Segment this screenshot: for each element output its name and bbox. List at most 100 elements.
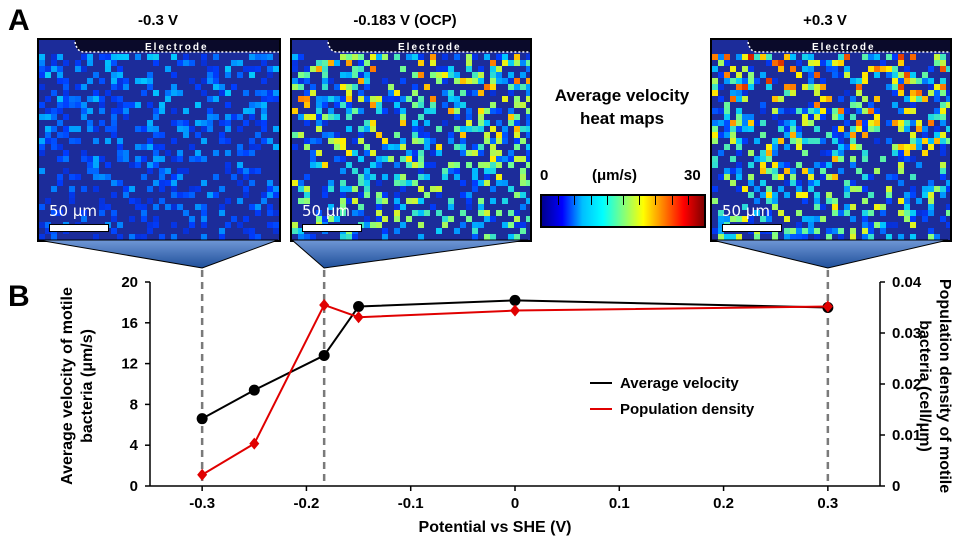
heatmap-cell	[514, 126, 520, 132]
heatmap-cell	[448, 216, 454, 222]
heatmap-cell	[340, 198, 346, 204]
heatmap-cell	[814, 72, 820, 78]
heatmap-cell	[267, 222, 273, 228]
heatmap-cell	[123, 156, 129, 162]
heatmap-cell	[243, 228, 249, 234]
heatmap-cell	[394, 216, 400, 222]
heatmap-cell	[213, 72, 219, 78]
scale-bar-label: 50 μm	[302, 202, 351, 220]
heatmap-cell	[826, 228, 832, 234]
heatmap-cell	[382, 198, 388, 204]
heatmap-cell	[117, 222, 123, 228]
heatmap-cell	[249, 150, 255, 156]
heatmap-cell	[436, 210, 442, 216]
heatmap-cell	[832, 138, 838, 144]
heatmap-cell	[832, 114, 838, 120]
heatmap-cell	[910, 192, 916, 198]
heatmap-cell	[772, 174, 778, 180]
heatmap-cell	[796, 144, 802, 150]
heatmap-cell	[39, 204, 45, 210]
heatmap-cell	[147, 168, 153, 174]
heatmap-cell	[466, 204, 472, 210]
heatmap-cell	[237, 114, 243, 120]
heatmap-cell	[820, 114, 826, 120]
heatmap-cell	[147, 228, 153, 234]
heatmap-cell	[502, 54, 508, 60]
heatmap-cell	[322, 114, 328, 120]
heatmap-cell	[93, 186, 99, 192]
heatmap-cell	[724, 168, 730, 174]
heatmap-cell	[249, 108, 255, 114]
heatmap-cell	[430, 96, 436, 102]
heatmap-cell	[808, 174, 814, 180]
heatmap-cell	[376, 156, 382, 162]
heatmap-cell	[340, 96, 346, 102]
heatmap-cell	[910, 186, 916, 192]
heatmap-cell	[898, 150, 904, 156]
heatmap-cell	[478, 162, 484, 168]
colorbar-tick	[623, 196, 624, 205]
heatmap-cell	[340, 144, 346, 150]
heatmap-cell	[69, 174, 75, 180]
heatmap-cell	[460, 138, 466, 144]
heatmap-cell	[916, 162, 922, 168]
heatmap-cell	[730, 90, 736, 96]
heatmap-cell	[129, 162, 135, 168]
heatmap-cell	[267, 210, 273, 216]
heatmap-cell	[484, 168, 490, 174]
heatmap-cell	[442, 72, 448, 78]
heatmap-cell	[346, 54, 352, 60]
heatmap-cell	[934, 114, 940, 120]
heatmap-cell	[39, 234, 45, 240]
heatmap-cell	[328, 96, 334, 102]
heatmap-cell	[364, 60, 370, 66]
heatmap-cell	[766, 150, 772, 156]
heatmap-cell	[249, 72, 255, 78]
heatmap-cell	[466, 126, 472, 132]
heatmap-cell	[165, 66, 171, 72]
heatmap-cell	[826, 66, 832, 72]
heatmap-cell	[225, 138, 231, 144]
heatmap-cell	[856, 186, 862, 192]
colorbar-tick	[606, 196, 608, 205]
heatmap-cell	[406, 54, 412, 60]
scale-bar	[722, 224, 782, 232]
heatmap-cell	[51, 138, 57, 144]
heatmap-cell	[219, 138, 225, 144]
heatmap-cell	[183, 192, 189, 198]
heatmap-cell	[496, 132, 502, 138]
heatmap-cell	[442, 120, 448, 126]
heatmap-cell	[826, 96, 832, 102]
heatmap-cell	[75, 60, 81, 66]
heatmap-cell	[376, 162, 382, 168]
heatmap-cell	[712, 90, 718, 96]
heatmap-cell	[820, 150, 826, 156]
heatmap-cell	[412, 84, 418, 90]
heatmap-cell	[249, 102, 255, 108]
heatmap-cell	[352, 186, 358, 192]
heatmap-cell	[892, 90, 898, 96]
heatmap-cell	[316, 120, 322, 126]
heatmap-cell	[273, 186, 279, 192]
heatmap-cell	[466, 108, 472, 114]
heatmap-cell	[111, 96, 117, 102]
heatmap-cell	[718, 96, 724, 102]
heatmap-cell	[243, 120, 249, 126]
heatmap-cell	[195, 120, 201, 126]
heatmap-cell	[724, 216, 730, 222]
heatmap-cell	[448, 138, 454, 144]
heatmap-cell	[928, 144, 934, 150]
heatmap-cell	[454, 144, 460, 150]
heatmap-cell	[382, 78, 388, 84]
heatmap-canvas-2	[292, 40, 530, 240]
heatmap-cell	[418, 54, 424, 60]
heatmap-cell	[916, 138, 922, 144]
heatmap-cell	[916, 90, 922, 96]
heatmap-cell	[490, 102, 496, 108]
heatmap-cell	[352, 150, 358, 156]
heatmap-cell	[778, 174, 784, 180]
heatmap-cell	[364, 72, 370, 78]
heatmap-cell	[298, 78, 304, 84]
heatmap-cell	[195, 132, 201, 138]
heatmap-cell	[448, 72, 454, 78]
